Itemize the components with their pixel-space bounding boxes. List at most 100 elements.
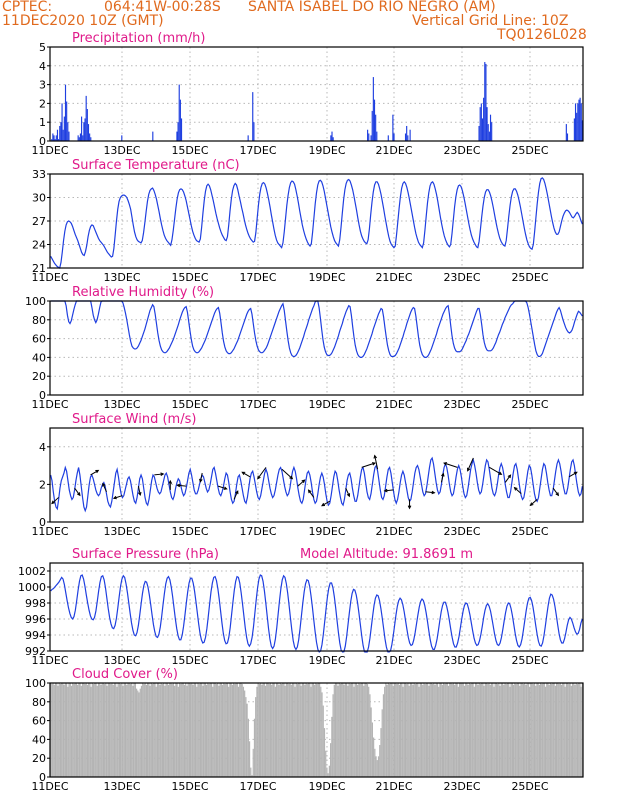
cloud-bar: [235, 683, 237, 777]
cloud-bar: [524, 683, 526, 777]
cloud-bar: [384, 686, 386, 777]
cloud-xtick: 13DEC: [103, 780, 140, 793]
cloud-bar: [370, 707, 372, 777]
precipitation-ytick: 5: [39, 41, 46, 54]
cloud-bar: [282, 683, 284, 777]
cloud-bar: [406, 683, 408, 777]
cloud-bar: [193, 683, 195, 777]
cloud-bar: [409, 683, 412, 777]
cloud-bar: [536, 683, 538, 777]
cloud-bar: [505, 683, 507, 777]
cloud-bar: [228, 686, 230, 777]
cloud-bar: [291, 683, 294, 777]
wind-arrowhead: [466, 467, 471, 472]
cloud-bar: [508, 683, 510, 777]
wind-arrow: [568, 471, 578, 478]
wind-xtick: 19DEC: [308, 525, 345, 538]
cloud-bar: [347, 685, 349, 777]
precipitation-bar: [180, 118, 183, 141]
cloud-bar: [244, 690, 246, 777]
cloud-bar: [462, 683, 464, 777]
wind-arrowhead: [95, 469, 100, 474]
precipitation-bar: [87, 124, 90, 141]
precipitation-xtick: 15DEC: [171, 144, 208, 157]
temperature-ytick: 27: [32, 215, 46, 228]
humidity-xtick: 15DEC: [171, 398, 208, 411]
wind-arrow: [467, 457, 474, 471]
precipitation-bar: [484, 62, 486, 141]
cloud-bar: [404, 683, 407, 777]
cloud-bar: [306, 683, 308, 777]
wind-arrowhead: [346, 493, 351, 498]
cloud-bar: [218, 685, 220, 777]
cloud-bar: [301, 683, 303, 777]
cloud-bar: [232, 683, 235, 777]
cloud-bar: [164, 685, 166, 777]
cloud-bar: [147, 683, 149, 777]
wind-arrowhead: [529, 502, 534, 507]
cloud-bar: [260, 683, 262, 777]
cloud-bar: [360, 683, 362, 777]
cloud-bar: [112, 684, 114, 777]
cloud-bar: [527, 683, 529, 777]
cloud-xtick: 17DEC: [239, 780, 276, 793]
cloud-bar: [131, 683, 133, 777]
precipitation-xtick: 11DEC: [31, 144, 68, 157]
cloud-bar: [541, 683, 543, 777]
cloud-bar: [258, 683, 261, 777]
cloud-bar: [395, 683, 397, 777]
precipitation-bar: [371, 110, 373, 141]
temperature-ytick: 30: [32, 192, 46, 205]
cloud-bar: [123, 683, 125, 777]
cloud-bar: [117, 683, 119, 777]
pressure-xtick: 19DEC: [308, 654, 345, 667]
cloud-bar: [361, 683, 364, 777]
cloud-bar: [207, 683, 209, 777]
cloud-bar: [148, 683, 150, 777]
cloud-bar: [339, 683, 342, 777]
cloud-bar: [205, 684, 208, 777]
cloud-bar: [96, 685, 98, 777]
precipitation-bar: [152, 131, 154, 141]
cloud-bar: [444, 683, 446, 777]
cloud-bar: [344, 683, 346, 777]
cloud-bar: [549, 683, 552, 777]
cloud-bar: [440, 683, 442, 777]
precipitation-bar: [78, 137, 80, 141]
cloud-bar: [229, 683, 231, 777]
humidity-xtick: 17DEC: [239, 398, 276, 411]
cloud-bar: [387, 683, 389, 777]
cloud-bar: [402, 686, 404, 777]
cloud-xtick: 23DEC: [443, 780, 480, 793]
cloud-bar: [498, 683, 500, 777]
cloud-bar: [304, 684, 306, 777]
panel-pressure: [47, 562, 584, 653]
cloud-bar: [51, 683, 53, 777]
cloud-bar: [326, 767, 328, 777]
cloud-bar: [423, 683, 425, 777]
cloud-bar: [558, 683, 560, 777]
cloud-bar: [521, 683, 523, 777]
cloud-bar: [575, 683, 577, 777]
precipitation-bar: [332, 137, 334, 141]
cloud-bar: [345, 683, 348, 777]
cloud-bar: [234, 683, 236, 777]
cloud-bar: [111, 683, 113, 777]
cloud-bar: [334, 683, 337, 777]
wind-arrowhead: [373, 454, 378, 459]
wind-arrow: [241, 471, 251, 478]
cloud-bar: [186, 685, 188, 777]
cloud-bar: [455, 683, 457, 777]
wind-arrow: [137, 486, 141, 496]
cloud-bar: [499, 685, 501, 777]
cloud-bar: [62, 683, 64, 777]
cloud-bar: [132, 685, 134, 777]
precipitation-bar: [478, 125, 480, 141]
cloud-bar: [535, 685, 537, 777]
cloud-bar: [398, 684, 401, 777]
precipitation-bar: [573, 118, 575, 141]
cloud-bar: [544, 686, 547, 777]
cloud-bar: [428, 685, 430, 777]
cloud-bar: [325, 750, 327, 777]
cloud-bar: [355, 683, 358, 777]
